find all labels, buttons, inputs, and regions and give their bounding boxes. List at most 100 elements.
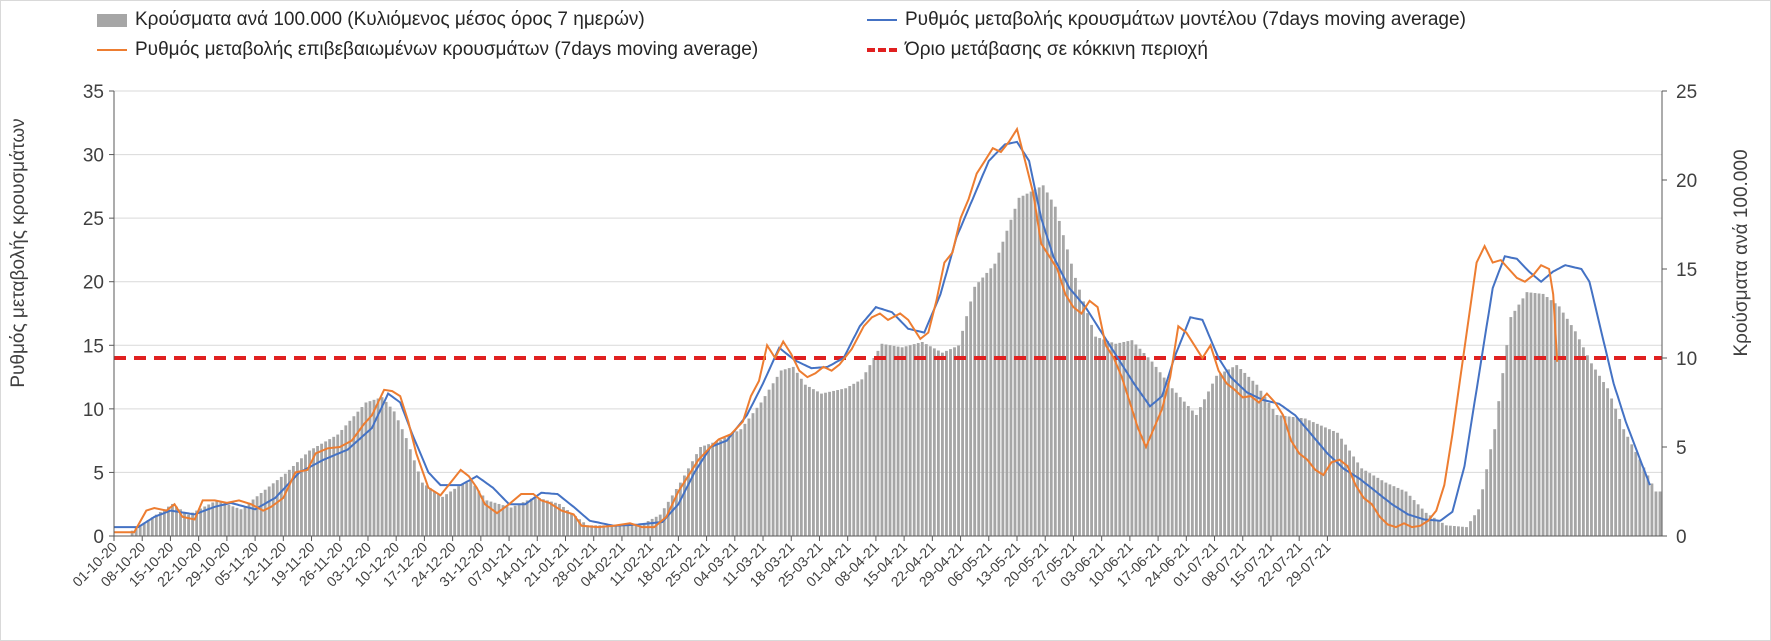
bar <box>183 511 186 536</box>
bar <box>1412 500 1416 536</box>
bar <box>167 506 170 536</box>
bar <box>703 445 706 536</box>
bar <box>1118 342 1122 536</box>
bar <box>662 508 666 536</box>
bar <box>1360 468 1364 536</box>
bar <box>1598 375 1601 536</box>
bar <box>1561 312 1565 536</box>
bar <box>1090 324 1093 536</box>
bar <box>828 391 831 536</box>
bar <box>795 372 799 536</box>
bar <box>320 443 324 536</box>
bar <box>461 484 465 536</box>
bar <box>807 386 811 536</box>
bar <box>513 505 517 536</box>
bar <box>1094 336 1098 536</box>
bar <box>779 370 783 536</box>
bar <box>449 491 453 536</box>
bar <box>1070 263 1073 536</box>
bar <box>1098 338 1102 536</box>
bar <box>973 286 977 536</box>
bar <box>1461 526 1464 536</box>
bar <box>1493 429 1497 536</box>
bar <box>1497 401 1501 536</box>
bar <box>1332 430 1335 536</box>
bar <box>1053 206 1057 536</box>
bar <box>1622 429 1626 536</box>
bar <box>699 447 702 536</box>
bar <box>1630 444 1634 536</box>
bar <box>529 498 533 536</box>
bar <box>868 365 872 536</box>
bar <box>332 436 336 536</box>
bar <box>731 433 735 536</box>
bar <box>300 458 303 536</box>
y-left-tick-label: 20 <box>83 273 104 294</box>
bar <box>715 441 719 536</box>
bar <box>735 431 739 536</box>
bar <box>787 368 791 536</box>
bar <box>1525 292 1529 536</box>
bar <box>1590 363 1593 536</box>
bar <box>408 449 412 536</box>
legend-item-bars: Κρούσματα ανά 100.000 (Κυλιόμενος μέσος … <box>97 9 645 31</box>
bar <box>1356 462 1360 536</box>
bar <box>509 507 513 536</box>
bar <box>1138 348 1142 536</box>
bar <box>582 522 586 536</box>
bar <box>610 525 614 536</box>
bar <box>1122 341 1126 536</box>
bar <box>384 401 388 536</box>
bar <box>727 435 731 536</box>
bar <box>425 485 428 536</box>
bar <box>187 514 190 536</box>
bar <box>1146 357 1150 536</box>
bar <box>1352 456 1356 536</box>
bar <box>1065 249 1069 537</box>
bar <box>812 389 815 536</box>
bar <box>820 393 823 536</box>
bar <box>457 486 461 536</box>
bar <box>364 402 368 536</box>
bar <box>1061 235 1065 536</box>
bar <box>912 344 916 536</box>
bar <box>485 500 489 536</box>
bar <box>1009 219 1013 536</box>
bar <box>860 379 864 536</box>
bar <box>707 444 711 536</box>
bar <box>356 411 360 536</box>
bar <box>1199 407 1202 536</box>
bar <box>348 420 352 536</box>
bar <box>420 482 424 536</box>
bar <box>501 505 505 536</box>
bar <box>1106 340 1110 536</box>
bar <box>1501 373 1505 536</box>
bar <box>1215 375 1218 536</box>
bar <box>586 525 590 536</box>
bar <box>1291 416 1295 536</box>
bar <box>908 345 912 536</box>
bar <box>957 345 960 536</box>
bar <box>892 345 896 536</box>
bar <box>1569 325 1573 536</box>
bar <box>316 445 319 536</box>
bar <box>646 521 650 536</box>
bar <box>138 525 142 536</box>
bar <box>239 509 243 536</box>
bar <box>683 475 686 536</box>
bar <box>134 527 138 536</box>
bar <box>1557 306 1561 536</box>
bar <box>1489 449 1493 536</box>
bar <box>1057 220 1061 536</box>
bar <box>691 461 694 536</box>
bar <box>856 381 860 536</box>
bar <box>259 492 263 536</box>
bar <box>243 506 247 536</box>
bar <box>1400 489 1404 536</box>
bar <box>1388 484 1392 536</box>
bar <box>1005 230 1009 537</box>
bar <box>848 386 852 536</box>
bar <box>1255 384 1259 536</box>
y-right-tick-label: 25 <box>1676 82 1697 103</box>
legend-swatch-threshold <box>867 48 897 52</box>
